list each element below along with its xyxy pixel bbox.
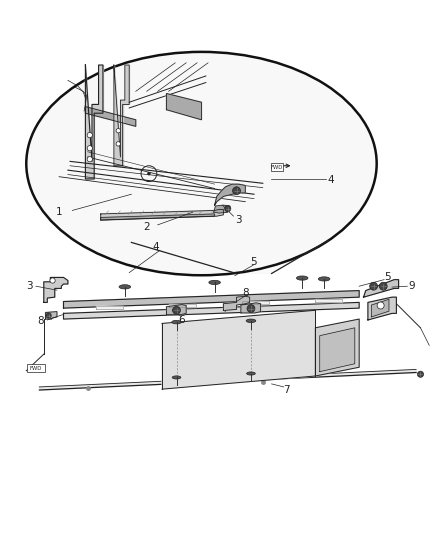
Text: 4: 4	[152, 242, 159, 252]
Polygon shape	[64, 302, 359, 319]
Polygon shape	[215, 184, 245, 205]
Circle shape	[233, 187, 240, 195]
Text: 4: 4	[327, 175, 334, 185]
Polygon shape	[85, 107, 136, 126]
Text: 5: 5	[250, 257, 257, 267]
FancyBboxPatch shape	[271, 163, 283, 171]
Text: FWD: FWD	[30, 366, 42, 370]
Circle shape	[87, 157, 92, 162]
Polygon shape	[64, 290, 359, 308]
Text: 5: 5	[384, 272, 391, 282]
Polygon shape	[315, 299, 342, 302]
Polygon shape	[320, 328, 355, 372]
Text: 1: 1	[56, 207, 63, 217]
Ellipse shape	[297, 276, 308, 280]
Polygon shape	[241, 303, 261, 313]
Text: 7: 7	[283, 385, 290, 395]
Circle shape	[370, 282, 378, 290]
Polygon shape	[364, 280, 399, 297]
Polygon shape	[101, 209, 223, 220]
Polygon shape	[162, 310, 315, 389]
Circle shape	[50, 278, 55, 283]
Ellipse shape	[26, 52, 377, 275]
Text: 6: 6	[178, 315, 185, 325]
Polygon shape	[39, 369, 416, 390]
Text: 3: 3	[235, 215, 242, 224]
Ellipse shape	[172, 320, 181, 324]
Text: 2: 2	[143, 222, 150, 232]
Ellipse shape	[246, 319, 256, 322]
Text: 3: 3	[26, 281, 33, 291]
Circle shape	[46, 313, 51, 318]
Ellipse shape	[209, 280, 220, 285]
Circle shape	[379, 282, 387, 290]
Polygon shape	[85, 65, 103, 179]
Circle shape	[116, 142, 120, 146]
Polygon shape	[368, 297, 396, 320]
Ellipse shape	[172, 376, 181, 379]
Circle shape	[87, 133, 92, 138]
Polygon shape	[44, 278, 68, 302]
Ellipse shape	[318, 277, 330, 281]
Circle shape	[417, 371, 424, 377]
Polygon shape	[170, 304, 196, 306]
Text: 8: 8	[242, 288, 249, 298]
Text: 8: 8	[37, 316, 44, 326]
Polygon shape	[101, 214, 215, 220]
Circle shape	[173, 306, 180, 314]
Ellipse shape	[247, 372, 255, 375]
Polygon shape	[166, 304, 186, 314]
Polygon shape	[371, 300, 389, 317]
Circle shape	[377, 302, 384, 309]
Polygon shape	[166, 93, 201, 120]
Polygon shape	[46, 312, 57, 319]
Polygon shape	[214, 205, 230, 213]
Polygon shape	[96, 306, 123, 309]
Circle shape	[247, 304, 255, 312]
Text: FWD: FWD	[271, 165, 283, 169]
Circle shape	[147, 172, 151, 175]
Circle shape	[87, 146, 92, 151]
Text: 9: 9	[408, 281, 415, 291]
Polygon shape	[131, 240, 328, 273]
Polygon shape	[315, 319, 359, 376]
Ellipse shape	[119, 285, 131, 289]
Polygon shape	[242, 301, 268, 304]
Polygon shape	[223, 296, 250, 311]
Polygon shape	[114, 65, 129, 166]
FancyBboxPatch shape	[27, 364, 45, 372]
Circle shape	[225, 206, 231, 212]
Circle shape	[116, 128, 120, 133]
